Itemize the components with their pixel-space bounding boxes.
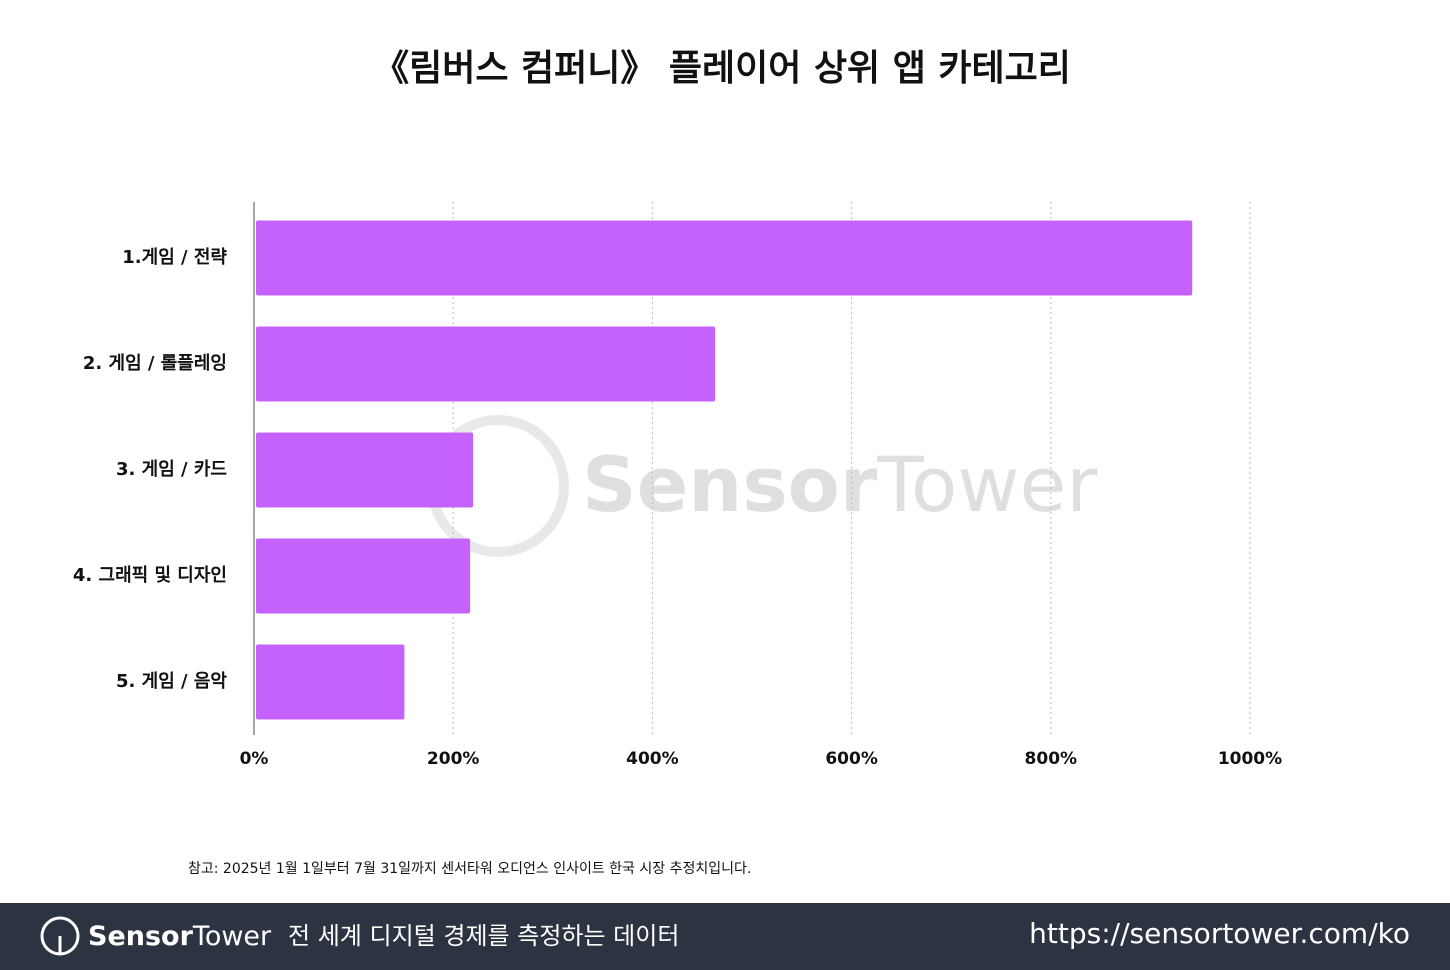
chart-title: 《림버스 컴퍼니》 플레이어 상위 앱 카테고리: [373, 48, 1071, 89]
footer-brand: SensorTower: [88, 921, 272, 952]
bar: [256, 644, 405, 720]
bar: [256, 220, 1193, 296]
note: 참고: 2025년 1월 1일부터 7월 31일까지 센서타워 오디언스 인사이…: [188, 861, 751, 877]
footer-brand-bold: Sensor: [88, 921, 194, 952]
y-tick-label: 5. 게임 / 음악: [116, 671, 227, 692]
footer-url: https://sensortower.com/ko: [1029, 917, 1410, 950]
x-tick-label: 1000%: [1218, 749, 1282, 769]
x-tick-label: 200%: [427, 749, 480, 769]
watermark: SensorTower: [427, 415, 1098, 557]
bar: [256, 538, 471, 614]
watermark-bold: Sensor: [582, 440, 878, 529]
x-tick-label: 800%: [1025, 749, 1078, 769]
y-tick-label: 1.게임 / 전략: [122, 247, 227, 268]
y-tick-label: 4. 그래픽 및 디자인: [73, 565, 227, 586]
bar: [256, 432, 474, 508]
footer-bar: [0, 903, 1450, 970]
watermark-light: Tower: [876, 440, 1098, 529]
watermark-text: SensorTower: [582, 440, 1098, 529]
bar: [256, 326, 716, 402]
x-tick-label: 400%: [626, 749, 679, 769]
x-tick-label: 600%: [825, 749, 878, 769]
x-tick-label: 0%: [240, 749, 269, 769]
footer-tagline: 전 세계 디지털 경제를 측정하는 데이터: [288, 922, 679, 950]
y-tick-label: 3. 게임 / 카드: [116, 459, 227, 480]
footer-brand-light: Tower: [192, 921, 272, 952]
y-tick-label: 2. 게임 / 롤플레잉: [83, 353, 227, 374]
